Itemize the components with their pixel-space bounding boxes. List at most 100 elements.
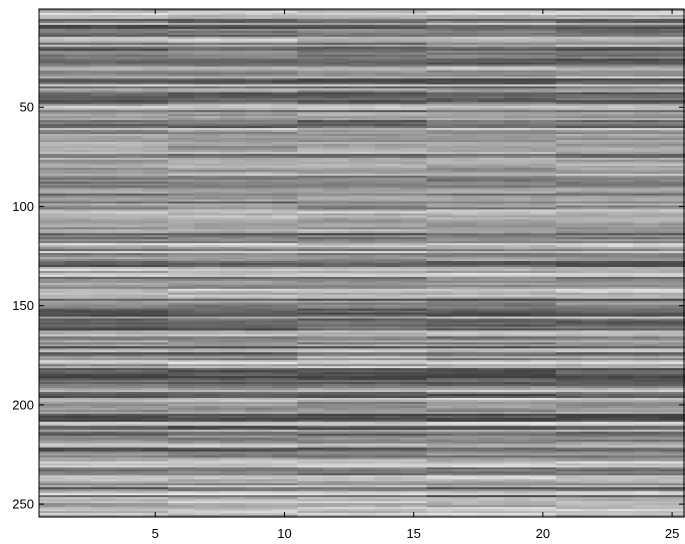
- heatmap-cell: [64, 64, 92, 68]
- heatmap-cell: [529, 223, 557, 226]
- heatmap-cell: [142, 437, 169, 441]
- heatmap-cell: [90, 70, 118, 74]
- heatmap-cell: [478, 511, 505, 514]
- heatmap-cell: [400, 318, 428, 322]
- heatmap-cell: [323, 320, 350, 324]
- heatmap-cell: [349, 203, 376, 207]
- heatmap-cell: [245, 485, 273, 488]
- heatmap-cell: [349, 42, 376, 46]
- heatmap-cell: [452, 469, 479, 472]
- heatmap-cell: [64, 316, 92, 320]
- heatmap-cell: [64, 318, 92, 322]
- heatmap-cell: [219, 477, 247, 480]
- heatmap-cell: [39, 475, 66, 478]
- heatmap-cell: [452, 348, 479, 351]
- heatmap-cell: [194, 247, 221, 250]
- heatmap-cell: [90, 268, 118, 272]
- heatmap-cell: [219, 286, 247, 290]
- heatmap-cell: [168, 30, 195, 34]
- heatmap-cell: [39, 205, 66, 209]
- heatmap-cell: [426, 493, 454, 496]
- heatmap-cell: [90, 84, 118, 87]
- heatmap-cell: [349, 171, 376, 175]
- heatmap-cell: [64, 151, 92, 155]
- heatmap-cell: [271, 211, 298, 214]
- heatmap-cell: [116, 403, 143, 407]
- heatmap-cell: [426, 370, 454, 373]
- heatmap-cell: [271, 483, 298, 486]
- heatmap-cell: [39, 483, 66, 486]
- heatmap-cell: [116, 449, 143, 453]
- heatmap-cell: [323, 318, 350, 322]
- heatmap-cell: [39, 211, 66, 214]
- heatmap-cell: [374, 503, 402, 506]
- heatmap-cell: [374, 451, 402, 455]
- heatmap-cell: [426, 106, 454, 109]
- heatmap-cell: [323, 134, 350, 137]
- heatmap-cell: [245, 213, 273, 216]
- heatmap-cell: [297, 479, 324, 482]
- heatmap-cell: [64, 294, 92, 298]
- heatmap-cell: [426, 201, 454, 205]
- heatmap-cell: [219, 306, 247, 310]
- heatmap-cell: [349, 90, 376, 93]
- heatmap-cell: [219, 388, 247, 391]
- heatmap-cell: [452, 112, 479, 115]
- heatmap-cell: [116, 219, 143, 222]
- heatmap-cell: [297, 128, 324, 131]
- heatmap-cell: [349, 397, 376, 401]
- heatmap-cell: [349, 145, 376, 149]
- heatmap-cell: [478, 457, 505, 461]
- heatmap-cell: [39, 322, 66, 326]
- heatmap-cell: [116, 32, 143, 36]
- heatmap-cell: [452, 219, 479, 222]
- heatmap-cell: [64, 465, 92, 468]
- heatmap-cell: [64, 340, 92, 343]
- heatmap-cell: [374, 227, 402, 230]
- heatmap-cell: [194, 106, 221, 109]
- heatmap-cell: [504, 314, 531, 318]
- heatmap-cell: [116, 463, 143, 466]
- heatmap-cell: [168, 255, 195, 258]
- heatmap-cell: [116, 233, 143, 236]
- heatmap-cell: [116, 336, 143, 339]
- heatmap-cell: [323, 124, 350, 127]
- heatmap-cell: [426, 290, 454, 294]
- heatmap-cell: [219, 76, 247, 80]
- heatmap-cell: [194, 479, 221, 482]
- heatmap-cell: [452, 12, 479, 16]
- heatmap-cell: [245, 342, 273, 345]
- heatmap-cell: [194, 189, 221, 193]
- heatmap-cell: [219, 461, 247, 465]
- heatmap-cell: [194, 219, 221, 222]
- heatmap-cell: [90, 463, 118, 466]
- heatmap-cell: [452, 302, 479, 306]
- heatmap-cell: [245, 100, 273, 103]
- heatmap-cell: [271, 391, 298, 395]
- heatmap-cell: [400, 122, 428, 125]
- heatmap-cell: [323, 213, 350, 216]
- heatmap-cell: [504, 52, 531, 56]
- heatmap-cell: [142, 459, 169, 463]
- heatmap-cell: [374, 78, 402, 82]
- heatmap-cell: [400, 290, 428, 294]
- heatmap-cell: [142, 372, 169, 375]
- heatmap-cell: [271, 187, 298, 191]
- heatmap-cell: [349, 316, 376, 320]
- heatmap-cell: [194, 255, 221, 258]
- heatmap-cell: [116, 505, 143, 508]
- heatmap-cell: [323, 336, 350, 339]
- heatmap-cell: [504, 96, 531, 99]
- heatmap-cell: [452, 507, 479, 510]
- heatmap-cell: [452, 471, 479, 474]
- heatmap-cell: [64, 485, 92, 488]
- heatmap-cell: [323, 261, 350, 264]
- heatmap-cell: [271, 60, 298, 64]
- heatmap-cell: [426, 42, 454, 46]
- heatmap-cell: [64, 467, 92, 470]
- heatmap-cell: [452, 509, 479, 512]
- heatmap-cell: [529, 151, 557, 155]
- heatmap-cell: [426, 513, 454, 516]
- heatmap-cell: [245, 334, 273, 338]
- heatmap-cell: [504, 390, 531, 393]
